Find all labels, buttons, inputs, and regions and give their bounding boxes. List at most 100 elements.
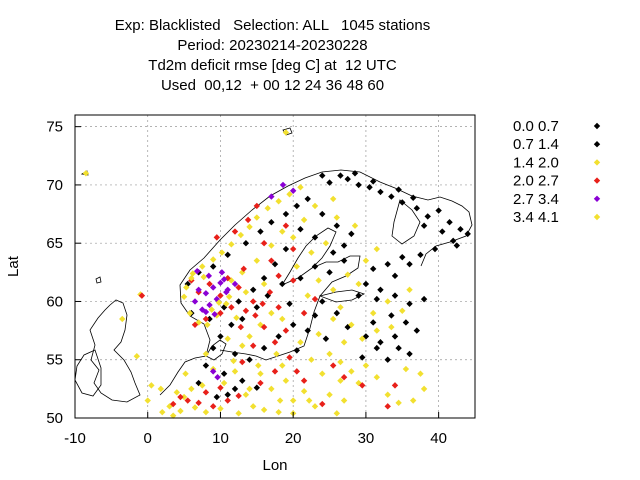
station-point [213,393,221,401]
station-point [373,295,381,303]
station-point [235,392,242,400]
station-point [369,319,377,326]
station-point [253,202,261,210]
station-point [366,184,373,191]
axis-ticks: -10 0 10 20 30 40 50 55 60 65 70 75 [46,119,447,447]
station-point [286,191,293,198]
station-point [195,286,202,294]
station-point [209,403,217,410]
station-point [409,194,417,201]
station-point [217,405,224,412]
coastline-gulf-finland [318,289,366,303]
station-point [188,274,195,282]
station-point [289,234,297,241]
station-point [340,374,348,381]
station-point [297,274,304,282]
station-point [191,321,199,328]
station-point [260,344,268,352]
station-point [157,385,165,393]
plot-frame [74,114,476,419]
station-point [300,377,308,384]
station-point [420,385,428,393]
station-point [362,257,370,264]
station-point [286,354,293,361]
station-point [239,342,246,349]
coastline-british-isles [89,299,141,403]
station-point [391,382,399,389]
x-tick-label: 0 [144,430,152,447]
station-point [384,260,391,268]
station-point [257,370,264,377]
station-point [289,187,297,194]
station-point [300,387,308,395]
station-point [206,280,213,288]
station-point [319,298,326,305]
station-point [213,234,221,241]
station-point [206,301,213,309]
station-point [413,327,421,334]
station-point [315,330,322,338]
legend-label: 2.7 3.4 [513,191,559,208]
station-point [202,362,210,369]
station-point [217,309,224,317]
station-point [369,309,377,317]
station-point [220,276,228,283]
station-point [344,175,351,183]
station-point [402,365,410,373]
station-point [231,280,239,288]
station-point [293,347,301,354]
station-point [246,385,253,393]
station-point [239,358,246,366]
y-tick-label: 75 [46,119,63,136]
station-point [188,385,195,393]
station-point [242,288,250,296]
station-point [271,260,279,268]
station-point [271,368,279,375]
legend-label: 3.4 4.1 [513,209,559,226]
station-point [417,251,424,259]
station-point [406,300,413,307]
station-point [329,286,337,294]
station-point [355,181,362,189]
station-point [199,263,206,270]
station-point [319,400,326,408]
station-point [406,350,413,358]
station-point [337,377,344,384]
station-point [202,290,210,297]
y-axis-label: Lat [5,255,22,277]
y-tick-label: 55 [46,352,63,369]
station-point [399,199,406,206]
station-point [239,315,246,323]
station-point [333,214,341,221]
station-point [202,308,210,316]
station-point [228,304,235,311]
station-point [260,274,268,282]
station-point [249,286,257,294]
station-point [282,222,290,229]
station-point [399,253,406,261]
station-point [191,298,199,305]
station-point [282,377,290,384]
station-point [202,389,210,396]
station-point [435,207,442,214]
legend: 0.0 0.70.7 1.41.4 2.0 2.0 2.72.7 3.43.4 4… [513,118,601,226]
station-point [348,321,355,328]
station-point [308,356,315,363]
x-tick-label: -10 [64,430,86,447]
station-point [180,293,188,300]
station-point [220,370,228,377]
station-point [235,410,242,417]
station-point [252,312,259,319]
station-point [329,315,337,323]
station-point [359,335,366,342]
legend-label: 2.0 2.7 [513,173,559,190]
station-point [233,314,240,321]
station-point [300,216,308,224]
station-point [289,277,297,284]
station-point [311,403,319,410]
station-point [431,245,439,253]
station-point [373,374,381,381]
station-point [304,195,311,203]
title-line-used: Used 00,12 + 00 12 24 36 48 60 [160,77,385,94]
station-point [359,382,366,389]
